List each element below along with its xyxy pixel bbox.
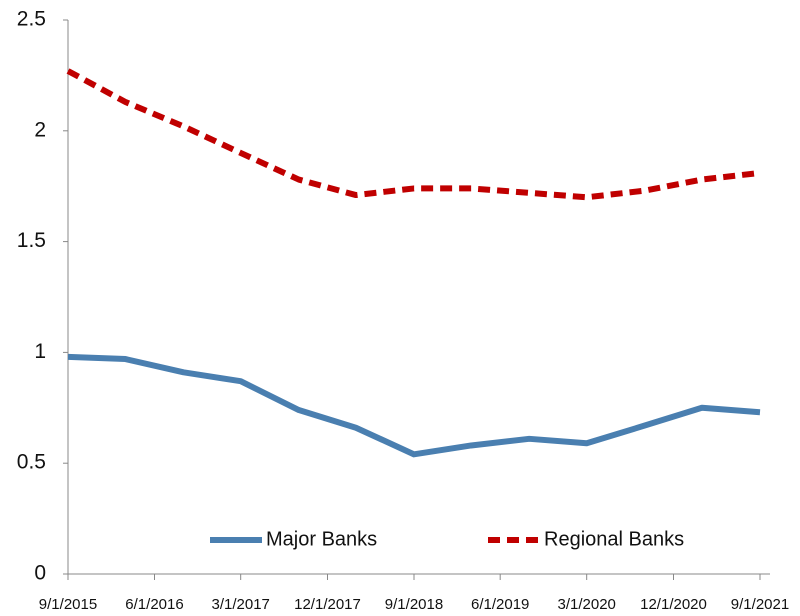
series-line <box>66 68 761 201</box>
legend-label: Regional Banks <box>544 528 684 550</box>
y-tick-label: 1 <box>34 340 46 363</box>
y-tick-label: 2.5 <box>17 8 46 31</box>
x-tick-label: 3/1/2020 <box>557 596 615 613</box>
legend-label: Major Banks <box>266 528 377 550</box>
x-tick-label: 9/1/2018 <box>385 596 443 613</box>
x-tick-label: 9/1/2015 <box>39 596 97 613</box>
x-tick-label: 12/1/2020 <box>640 596 707 613</box>
x-tick-label: 3/1/2017 <box>211 596 269 613</box>
y-tick-label: 0.5 <box>17 451 46 474</box>
y-tick-label: 2 <box>34 118 46 141</box>
series-line <box>67 353 761 458</box>
y-tick-label: 1.5 <box>17 229 46 252</box>
x-tick-label: 9/1/2021 <box>731 596 789 613</box>
y-tick-label: 0 <box>34 562 46 585</box>
x-tick-label: 6/1/2019 <box>471 596 529 613</box>
x-tick-label: 6/1/2016 <box>125 596 183 613</box>
x-tick-label: 12/1/2017 <box>294 596 361 613</box>
